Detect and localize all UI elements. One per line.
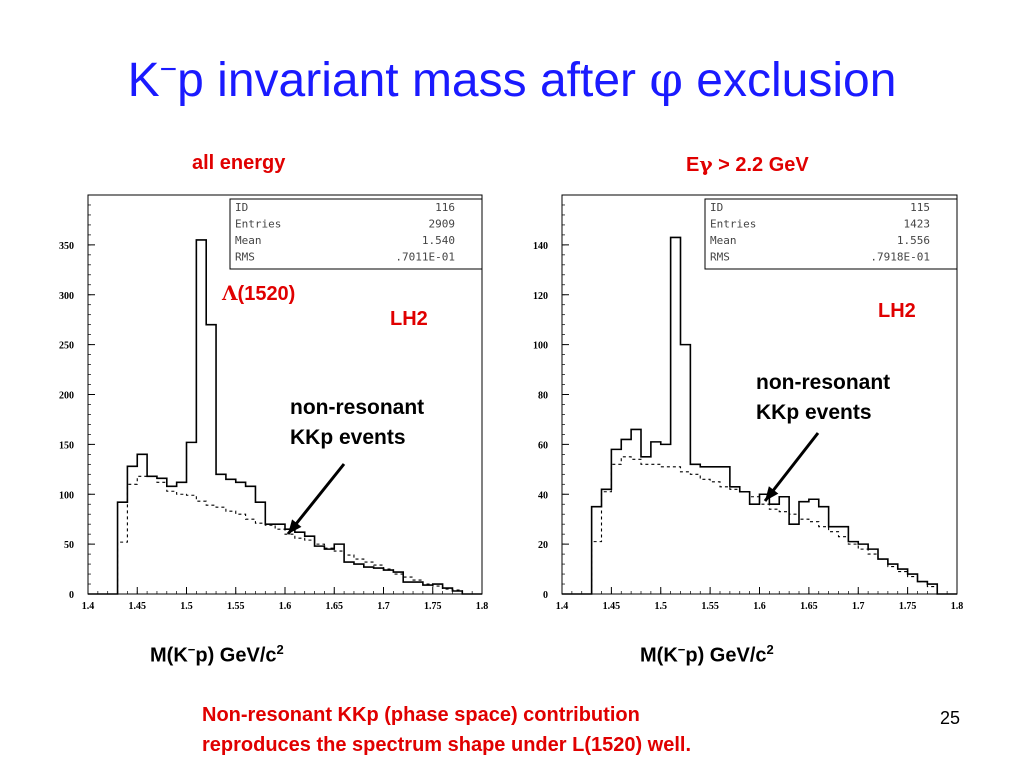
lambda-mass: (1520) (238, 283, 296, 305)
stats-value: 1.556 (897, 234, 930, 247)
x-tick-label: 1.5 (655, 601, 668, 612)
xlabel-right-sup2: 2 (766, 642, 774, 657)
arrow-shaft (286, 463, 346, 535)
x-tick-label: 1.4 (556, 601, 569, 612)
x-tick-label: 1.45 (129, 601, 147, 612)
stats-value: 1.540 (422, 234, 455, 247)
target-label: LH2 (390, 308, 428, 330)
x-tick-label: 1.4 (82, 601, 95, 612)
x-tick-label: 1.55 (701, 601, 719, 612)
histogram-solid-series (562, 236, 957, 595)
y-tick-label: 150 (59, 440, 74, 451)
nonresonant-label-line1: non-resonant (756, 371, 890, 394)
stats-label: RMS (235, 251, 255, 264)
panel-title-right-rest: > 2.2 GeV (712, 154, 809, 176)
arrow-shaft (763, 432, 820, 502)
title-suffix: exclusion (682, 54, 897, 107)
lambda-1520-label: Λ(1520) (221, 281, 295, 305)
x-tick-label: 1.65 (326, 601, 344, 612)
stats-value: 116 (435, 201, 455, 214)
y-tick-label: 40 (538, 490, 548, 501)
xlabel-right-sup: − (677, 642, 686, 657)
stats-label: RMS (710, 251, 730, 264)
lambda-symbol: Λ (221, 281, 238, 305)
x-tick-label: 1.8 (951, 601, 964, 612)
y-tick-label: 50 (64, 540, 74, 551)
panel-title-right-gamma: γ (699, 152, 713, 176)
y-tick-label: 100 (59, 490, 74, 501)
x-tick-label: 1.8 (476, 601, 489, 612)
stats-value: 1423 (904, 218, 931, 231)
y-tick-label: 0 (69, 590, 74, 601)
x-tick-label: 1.75 (424, 601, 442, 612)
xlabel-left-sup: − (187, 642, 196, 657)
title-phi: φ (649, 52, 683, 108)
x-axis-label-left: M(K−p) GeV/c2 (150, 642, 284, 668)
target-label: LH2 (878, 300, 916, 322)
x-tick-label: 1.7 (377, 601, 390, 612)
stats-label: Entries (710, 218, 756, 231)
y-tick-label: 140 (533, 241, 548, 252)
x-tick-label: 1.65 (800, 601, 818, 612)
y-tick-label: 250 (59, 341, 74, 352)
chart-panel-1: 1.4 1.45 1.5 1.55 1.6 1.65 1.7 1.75 1.8 0 50 100 150… (59, 194, 489, 612)
xlabel-left-prefix: M(K (150, 644, 188, 667)
arrow-head (765, 486, 779, 501)
nonresonant-label-line2: KKp events (290, 426, 406, 449)
xlabel-left-mid: p) GeV/c (195, 644, 277, 667)
histogram-dashed-series (88, 475, 482, 595)
stats-value: 115 (910, 201, 930, 214)
xlabel-right-prefix: M(K (640, 644, 678, 667)
x-tick-label: 1.5 (180, 601, 193, 612)
x-tick-label: 1.75 (899, 601, 917, 612)
chart-panel-2: 1.4 1.45 1.5 1.55 1.6 1.65 1.7 1.75 1.8 0 20 40 60 80… (533, 194, 964, 612)
xlabel-right-mid: p) GeV/c (685, 644, 767, 667)
conclusion-note: Non-resonant KKp (phase space) contribut… (202, 700, 691, 760)
stats-box (704, 198, 958, 270)
stats-label: Mean (710, 234, 737, 247)
y-tick-label: 80 (538, 391, 548, 402)
stats-box (229, 198, 483, 270)
title-sup: − (159, 53, 178, 86)
x-tick-label: 1.6 (753, 601, 766, 612)
x-tick-label: 1.6 (279, 601, 292, 612)
x-tick-label: 1.45 (603, 601, 621, 612)
note-line-1: Non-resonant KKp (phase space) contribut… (202, 704, 640, 726)
page-number: 25 (940, 708, 961, 728)
stats-value: .7011E-01 (395, 251, 455, 264)
y-tick-label: 20 (538, 540, 548, 551)
y-tick-label: 300 (59, 291, 74, 302)
x-tick-label: 1.7 (852, 601, 865, 612)
x-axis-label-right: M(K−p) GeV/c2 (640, 642, 774, 668)
xlabel-left-sup2: 2 (276, 642, 284, 657)
arrow-head (288, 519, 302, 534)
stats-label: ID (235, 201, 248, 214)
x-tick-label: 1.55 (227, 601, 245, 612)
stats-value: 2909 (429, 218, 456, 231)
nonresonant-label-line1: non-resonant (290, 396, 424, 419)
y-tick-label: 0 (543, 590, 548, 601)
panel-title-left: all energy (192, 152, 286, 174)
note-line-2: reproduces the spectrum shape under L(15… (202, 734, 692, 756)
title-main: p invariant mass after (177, 54, 650, 107)
stats-label: ID (710, 201, 723, 214)
y-tick-label: 350 (59, 241, 74, 252)
y-tick-label: 120 (533, 291, 548, 302)
y-tick-label: 200 (59, 391, 74, 402)
slide-title: K−p invariant mass after φ exclusion (0, 52, 1024, 108)
y-tick-label: 60 (538, 440, 548, 451)
stats-value: .7918E-01 (870, 251, 930, 264)
stats-label: Mean (235, 234, 262, 247)
panel-title-right: Eγ > 2.2 GeV (686, 152, 809, 177)
title-prefix: K (127, 54, 160, 107)
panel-title-right-e: E (686, 154, 700, 176)
y-tick-label: 100 (533, 341, 548, 352)
stats-label: Entries (235, 218, 281, 231)
histogram-dashed-series (562, 456, 957, 595)
nonresonant-label-line2: KKp events (756, 401, 872, 424)
